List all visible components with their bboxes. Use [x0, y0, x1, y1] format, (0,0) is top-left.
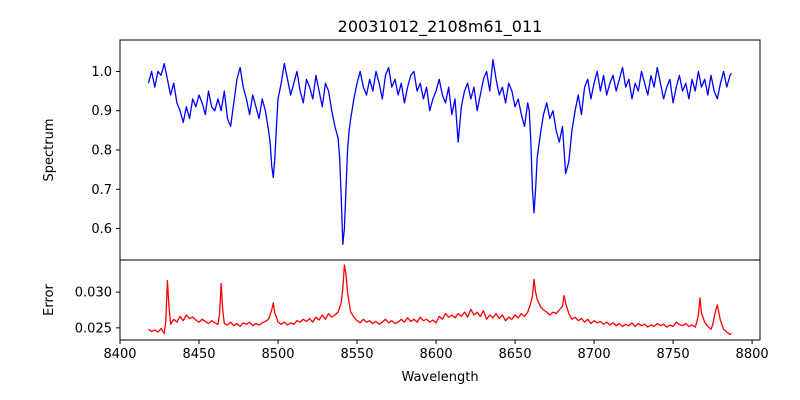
x-axis: 8400 8450 8500 8550 8600 8650 8700 8750 8800 [103, 340, 769, 362]
x-tick-label: 8650 [499, 347, 532, 362]
x-tick-label: 8500 [261, 347, 294, 362]
x-tick-label: 8550 [340, 347, 373, 362]
x-tick-label: 8800 [736, 347, 769, 362]
error-panel: 0.025 0.030 Error [42, 259, 761, 341]
spectrum-y-tick-label: 0.8 [91, 144, 112, 159]
chart-title: 20031012_2108m61_011 [338, 17, 543, 37]
x-tick-label: 8750 [657, 347, 690, 362]
spectrum-y-tick-label: 0.7 [91, 183, 112, 198]
spectrum-y-axis-title: Spectrum [42, 119, 57, 182]
x-tick-label: 8400 [103, 347, 136, 362]
spectrum-y-tick-label: 0.6 [91, 222, 112, 237]
x-tick-label: 8450 [182, 347, 215, 362]
error-series-line [148, 264, 732, 335]
error-axes-frame [119, 259, 761, 341]
x-tick-label: 8700 [578, 347, 611, 362]
spectrum-y-tick-label: 1.0 [91, 65, 112, 80]
error-y-axis-title: Error [42, 284, 57, 316]
spectrum-y-tick-label: 0.9 [91, 104, 112, 119]
error-y-tick-label: 0.030 [75, 286, 112, 301]
spectrum-series-line [147, 58, 733, 245]
x-tick-label: 8600 [420, 347, 453, 362]
x-axis-title: Wavelength [401, 370, 478, 385]
error-y-tick-label: 0.025 [75, 321, 112, 336]
